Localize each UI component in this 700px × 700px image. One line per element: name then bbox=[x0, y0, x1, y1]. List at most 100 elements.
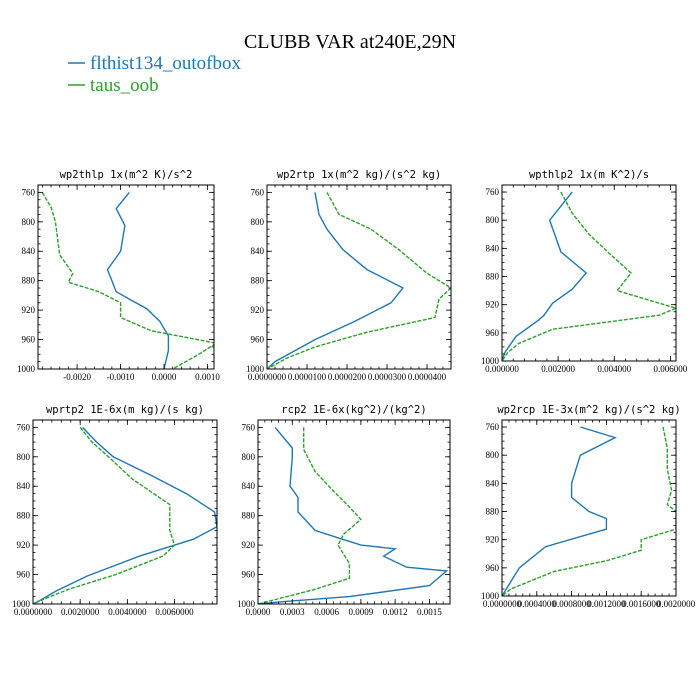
x-tick-label: 0.0020000 bbox=[657, 599, 696, 609]
x-tick-label: 0.0004000 bbox=[518, 599, 557, 609]
y-tick-label: 880 bbox=[17, 511, 31, 521]
panel-title: rcp2 1E-6x(kg^2)/(kg^2) bbox=[281, 404, 426, 416]
y-tick-label: 800 bbox=[17, 452, 31, 462]
y-tick-label: 1000 bbox=[237, 599, 256, 609]
y-tick-label: 1000 bbox=[246, 364, 265, 374]
y-tick-label: 920 bbox=[486, 300, 500, 310]
series-line-1 bbox=[33, 426, 217, 604]
x-tick-label: 0.0015 bbox=[417, 607, 442, 617]
y-tick-label: 880 bbox=[22, 276, 36, 286]
panel-1: wp2thlp 1x(m^2 K)/s^2 760 800 840 880 920 960 1… bbox=[17, 169, 220, 382]
y-tick-label: 760 bbox=[22, 187, 36, 197]
legend-label-2: taus_oob bbox=[90, 75, 159, 96]
y-tick-label: 960 bbox=[22, 335, 36, 345]
x-tick-label: 0.0000200 bbox=[328, 372, 367, 382]
y-tick-label: 840 bbox=[242, 481, 256, 491]
x-tick-label: 0.0000300 bbox=[368, 372, 407, 382]
y-tick-label: 960 bbox=[242, 570, 256, 580]
plot-frame bbox=[257, 419, 451, 605]
panel-title: wp2rtp 1x(m^2 kg)/(s^2 kg) bbox=[277, 169, 441, 181]
series-line-2 bbox=[502, 191, 676, 361]
y-tick-label: 800 bbox=[242, 452, 256, 462]
y-tick-label: 960 bbox=[486, 328, 500, 338]
x-tick-label: 0.0010 bbox=[195, 372, 220, 382]
y-tick-label: 840 bbox=[251, 246, 265, 256]
x-tick-label: 0.0006 bbox=[314, 607, 339, 617]
plot-frame bbox=[266, 184, 452, 370]
y-tick-label: 760 bbox=[251, 187, 265, 197]
series-line-1 bbox=[267, 192, 405, 369]
series-line-1 bbox=[106, 191, 170, 369]
y-tick-label: 800 bbox=[486, 450, 500, 460]
y-tick-label: 840 bbox=[22, 246, 36, 256]
y-tick-label: 880 bbox=[486, 272, 500, 282]
series-line-2 bbox=[258, 427, 362, 604]
y-tick-label: 840 bbox=[486, 478, 500, 488]
series-line-1 bbox=[502, 191, 588, 361]
x-tick-label: -0.0020 bbox=[63, 372, 91, 382]
x-tick-label: 0.0008000 bbox=[552, 599, 591, 609]
x-tick-label: 0.0000000 bbox=[14, 607, 53, 617]
y-tick-label: 920 bbox=[486, 535, 500, 545]
x-tick-label: 0.0040000 bbox=[108, 607, 147, 617]
panel-4: wprtp2 1E-6x(m kg)/(s kg) 760 800 840 880 920… bbox=[12, 404, 218, 617]
y-tick-label: 800 bbox=[22, 217, 36, 227]
legend-label-1: flthist134_outofbox bbox=[90, 53, 241, 74]
x-tick-label: 0.0012 bbox=[383, 607, 408, 617]
series-line-2 bbox=[267, 192, 451, 369]
panel-title: wp2thlp 1x(m^2 K)/s^2 bbox=[60, 169, 193, 181]
x-tick-label: 0.004000 bbox=[597, 364, 631, 374]
y-tick-label: 760 bbox=[486, 422, 500, 432]
y-tick-label: 880 bbox=[486, 507, 500, 517]
x-tick-label: 0.0016000 bbox=[622, 599, 661, 609]
x-tick-label: 0.0000000 bbox=[483, 599, 522, 609]
panel-title: wp2rcp 1E-3x(m^2 kg)/(s^2 kg) bbox=[497, 404, 680, 416]
plot-frame bbox=[501, 419, 677, 597]
y-tick-label: 920 bbox=[251, 305, 265, 315]
y-tick-label: 800 bbox=[251, 217, 265, 227]
series-line-2 bbox=[41, 192, 214, 369]
series-line-1 bbox=[258, 426, 449, 604]
panel-2: wp2rtp 1x(m^2 kg)/(s^2 kg) 760 800 840 880 92… bbox=[246, 169, 452, 382]
x-tick-label: 0.0000 bbox=[246, 607, 271, 617]
y-tick-label: 880 bbox=[251, 276, 265, 286]
y-tick-label: 760 bbox=[486, 187, 500, 197]
panel-title: wpthlp2 1x(m K^2)/s bbox=[529, 169, 649, 181]
x-tick-label: 0.0020000 bbox=[61, 607, 100, 617]
y-tick-label: 1000 bbox=[481, 591, 500, 601]
y-tick-label: 920 bbox=[22, 305, 36, 315]
x-tick-label: 0.0000000 bbox=[248, 372, 287, 382]
y-tick-label: 960 bbox=[251, 335, 265, 345]
y-tick-label: 1000 bbox=[12, 599, 31, 609]
y-tick-label: 960 bbox=[17, 570, 31, 580]
panel-title: wprtp2 1E-6x(m kg)/(s kg) bbox=[46, 404, 204, 416]
plot-frame bbox=[32, 419, 218, 605]
x-tick-label: -0.0010 bbox=[107, 372, 135, 382]
x-tick-label: 0.0000 bbox=[152, 372, 177, 382]
y-tick-label: 1000 bbox=[17, 364, 36, 374]
x-tick-label: 0.0012000 bbox=[587, 599, 626, 609]
panel-5: rcp2 1E-6x(kg^2)/(kg^2) 760 800 840 880 920 96… bbox=[237, 404, 451, 617]
x-tick-label: 0.006000 bbox=[654, 364, 688, 374]
panel-6: wp2rcp 1E-3x(m^2 kg)/(s^2 kg) 760 800 840 88… bbox=[481, 404, 696, 609]
series-line-1 bbox=[502, 426, 617, 596]
y-tick-label: 1000 bbox=[481, 356, 500, 366]
x-tick-label: 0.002000 bbox=[541, 364, 575, 374]
series-line-2 bbox=[502, 426, 676, 596]
panel-3: wpthlp2 1x(m K^2)/s 760 800 840 880 920 960 100… bbox=[481, 169, 688, 374]
y-tick-label: 800 bbox=[486, 215, 500, 225]
y-tick-label: 960 bbox=[486, 563, 500, 573]
y-tick-label: 920 bbox=[17, 540, 31, 550]
plot-frame bbox=[37, 184, 215, 370]
plot-frame bbox=[501, 184, 677, 362]
series-line-2 bbox=[33, 426, 176, 604]
x-tick-label: 0.0000400 bbox=[408, 372, 447, 382]
x-tick-label: 0.0003 bbox=[280, 607, 305, 617]
x-tick-label: 0.0000100 bbox=[288, 372, 327, 382]
y-tick-label: 920 bbox=[242, 540, 256, 550]
y-tick-label: 760 bbox=[17, 422, 31, 432]
x-tick-label: 0.0060000 bbox=[155, 607, 194, 617]
x-tick-label: 0.0009 bbox=[348, 607, 373, 617]
x-tick-label: 0.000000 bbox=[485, 364, 519, 374]
